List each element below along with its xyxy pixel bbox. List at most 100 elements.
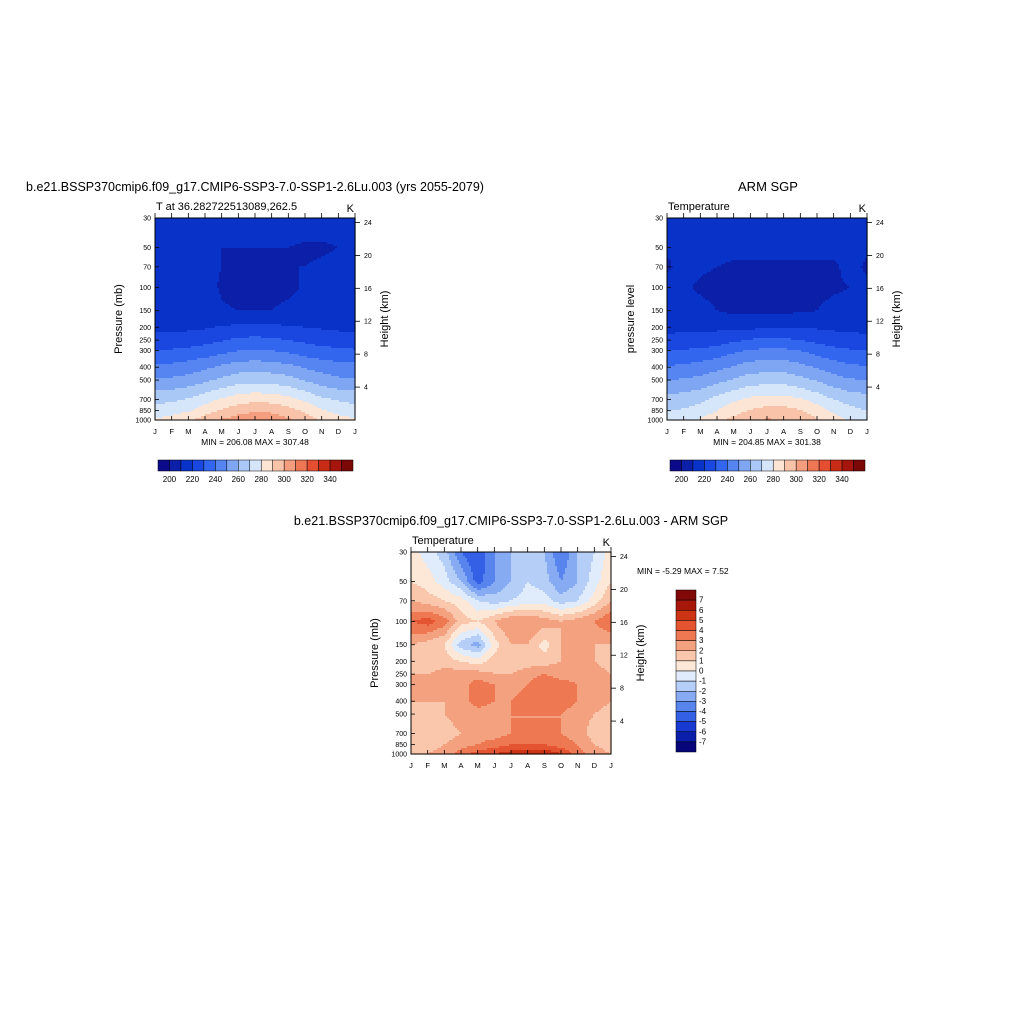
x-tick-label: O bbox=[814, 427, 820, 436]
contour-cell bbox=[199, 406, 230, 409]
contour-cell bbox=[461, 632, 484, 635]
contour-cell bbox=[667, 342, 730, 345]
contour-cell bbox=[445, 608, 460, 611]
contour-cell bbox=[751, 396, 794, 399]
contour-cell bbox=[447, 572, 456, 575]
contour-cell bbox=[577, 684, 612, 687]
contour-cell bbox=[599, 746, 612, 749]
colorbar-box bbox=[169, 459, 182, 472]
contour-cell bbox=[605, 614, 612, 617]
contour-cell bbox=[411, 694, 470, 697]
x-tick-label: O bbox=[558, 761, 564, 770]
contour-cell bbox=[503, 612, 552, 615]
contour-cell bbox=[787, 372, 832, 375]
contour-cell bbox=[219, 276, 300, 279]
contour-cell bbox=[483, 618, 502, 621]
contour-cell bbox=[421, 602, 452, 605]
contour-cell bbox=[495, 698, 514, 701]
contour-cell bbox=[433, 630, 448, 633]
contour-cell bbox=[587, 584, 598, 587]
contour-cell bbox=[839, 268, 864, 271]
contour-cell bbox=[501, 628, 542, 631]
contour-cell bbox=[829, 358, 868, 361]
contour-cell bbox=[479, 628, 490, 631]
contour-cell bbox=[493, 582, 510, 585]
contour-cell bbox=[483, 662, 558, 665]
contour-cell bbox=[187, 330, 340, 333]
contour-cell bbox=[411, 726, 456, 729]
colorbar-box bbox=[692, 459, 705, 472]
contour-cell bbox=[667, 256, 868, 259]
contour-cell bbox=[463, 570, 472, 573]
contour-cell bbox=[155, 322, 356, 325]
contour-cell bbox=[443, 616, 454, 619]
contour-cell bbox=[155, 244, 296, 247]
contour-cell bbox=[553, 584, 576, 587]
contour-cell bbox=[667, 282, 696, 285]
contour-cell bbox=[469, 562, 486, 565]
contour-cell bbox=[803, 376, 844, 379]
contour-cell bbox=[221, 248, 336, 251]
contour-cell bbox=[483, 578, 496, 581]
contour-cell bbox=[541, 648, 548, 651]
contour-cell bbox=[485, 554, 496, 557]
contour-cell bbox=[575, 682, 612, 685]
y-tick-label: 150 bbox=[139, 308, 151, 315]
contour-cell bbox=[221, 266, 300, 269]
contour-cell bbox=[455, 726, 512, 729]
contour-cell bbox=[583, 610, 598, 613]
contour-cell bbox=[667, 244, 868, 247]
contour-cell bbox=[309, 402, 350, 405]
contour-cell bbox=[799, 362, 846, 365]
contour-cell bbox=[589, 724, 612, 727]
contour-cell bbox=[411, 652, 448, 655]
contour-cell bbox=[815, 310, 868, 313]
contour-cell bbox=[411, 604, 432, 607]
contour-cell bbox=[667, 412, 714, 415]
x-tick-label: S bbox=[286, 427, 291, 436]
contour-cell bbox=[691, 362, 744, 365]
contour-cell bbox=[411, 566, 428, 569]
height-tick-label: 8 bbox=[620, 686, 624, 693]
contour-cell bbox=[411, 688, 470, 691]
contour-cell bbox=[587, 728, 612, 731]
contour-cell bbox=[713, 396, 752, 399]
colorbar-label: 260 bbox=[232, 475, 246, 484]
contour-cell bbox=[457, 606, 474, 609]
contour-cell bbox=[511, 714, 562, 717]
contour-cell bbox=[563, 734, 588, 737]
contour-cell bbox=[421, 556, 440, 559]
contour-cell bbox=[591, 564, 604, 567]
contour-cell bbox=[833, 294, 868, 297]
contour-cell bbox=[411, 714, 446, 717]
contour-cell bbox=[447, 552, 456, 555]
contour-cell bbox=[667, 380, 728, 383]
contour-cell bbox=[411, 690, 470, 693]
colorbar-box bbox=[675, 721, 697, 732]
contour-cell bbox=[485, 568, 496, 571]
contour-cell bbox=[577, 582, 588, 585]
contour-cell bbox=[843, 376, 868, 379]
contour-cell bbox=[511, 564, 548, 567]
contour-cell bbox=[667, 392, 680, 395]
contour-cell bbox=[511, 552, 546, 555]
contour-cell bbox=[437, 748, 462, 751]
contour-cell bbox=[589, 720, 612, 723]
contour-cell bbox=[455, 594, 468, 597]
contour-cell bbox=[485, 560, 496, 563]
contour-cell bbox=[667, 304, 714, 307]
contour-cell bbox=[601, 576, 612, 579]
contour-cell bbox=[281, 338, 356, 341]
height-tick-label: 20 bbox=[876, 253, 884, 260]
contour-cell bbox=[411, 632, 428, 635]
contour-cell bbox=[511, 708, 568, 711]
contour-cell bbox=[559, 752, 572, 755]
colorbar-label: 300 bbox=[789, 475, 803, 484]
contour-cell bbox=[175, 388, 220, 391]
contour-cell bbox=[667, 278, 700, 281]
contour-cell bbox=[185, 398, 220, 401]
contour-cell bbox=[823, 382, 868, 385]
contour-cell bbox=[667, 280, 698, 283]
contour-cell bbox=[231, 338, 282, 341]
contour-cell bbox=[531, 680, 570, 683]
